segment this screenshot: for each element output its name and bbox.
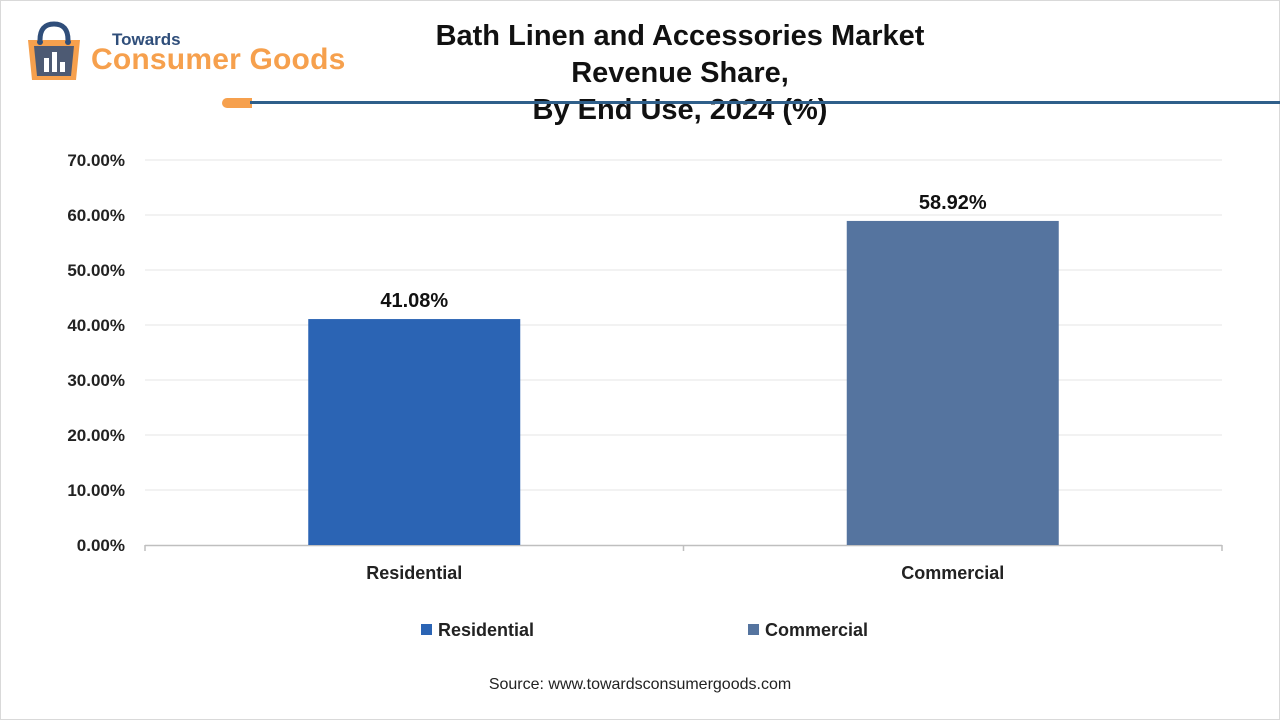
y-tick-label: 20.00% — [67, 426, 125, 445]
bar-residential — [308, 319, 521, 545]
y-tick-label: 60.00% — [67, 206, 125, 225]
brand-logo — [20, 18, 370, 88]
brand-small-text: Towards — [112, 30, 181, 49]
header-rule — [250, 101, 1280, 104]
legend-label-commercial: Commercial — [765, 620, 869, 640]
y-tick-label: 0.00% — [77, 536, 125, 555]
x-tick-label: Commercial — [901, 563, 1004, 583]
x-tick-label: Residential — [366, 563, 462, 583]
header-accent-tab — [222, 98, 252, 108]
chart-title-line-1: Bath Linen and Accessories Market Revenu… — [435, 20, 925, 89]
y-tick-label: 70.00% — [67, 151, 125, 170]
data-label: 58.92% — [919, 192, 987, 214]
chart-title-line-2: By End Use, 2024 (%) — [532, 94, 828, 126]
legend-item-residential: Residential — [421, 620, 534, 641]
y-tick-label: 40.00% — [67, 316, 125, 335]
y-tick-label: 10.00% — [67, 481, 125, 500]
chart-title: Bath Linen and Accessories Market Revenu… — [380, 18, 980, 129]
source-note: Source: www.towardsconsumergoods.com — [488, 676, 792, 693]
bar-commercial — [846, 220, 1059, 545]
shopping-bag-icon — [28, 21, 80, 80]
y-tick-label: 50.00% — [67, 261, 125, 280]
data-label: 41.08% — [380, 290, 448, 312]
legend-item-commercial: Commercial — [748, 620, 868, 641]
brand-name: Consumer Goods — [91, 43, 346, 76]
y-tick-label: 30.00% — [67, 371, 125, 390]
legend-swatch-residential — [421, 624, 432, 635]
legend-label-residential: Residential — [438, 620, 535, 640]
legend-swatch-commercial — [748, 624, 759, 635]
